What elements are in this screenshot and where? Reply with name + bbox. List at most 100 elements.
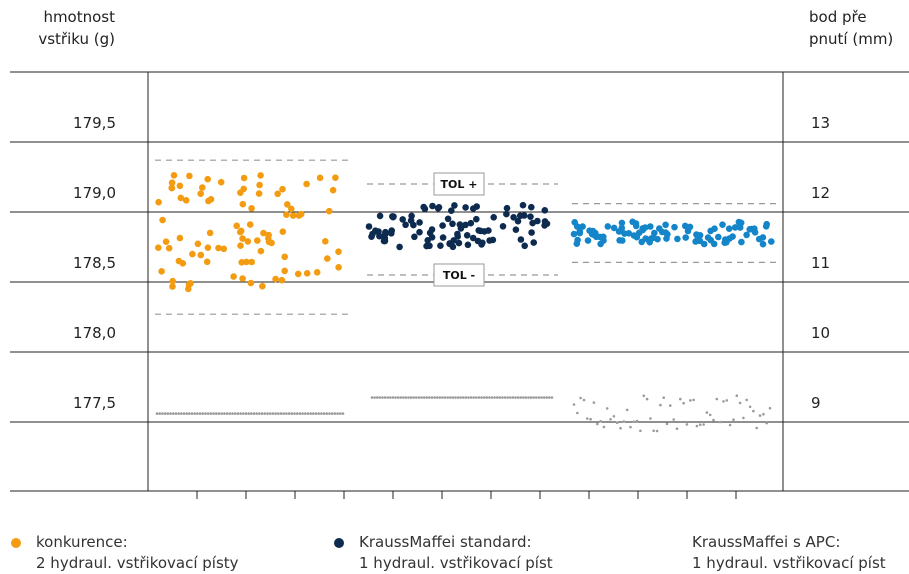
stroke-point — [182, 412, 186, 415]
data-point — [528, 229, 535, 236]
stroke-point — [501, 396, 504, 399]
stroke-point — [662, 396, 665, 400]
data-point — [731, 224, 739, 231]
stroke-point — [239, 412, 242, 415]
data-point — [203, 258, 211, 266]
stroke-point — [529, 396, 533, 399]
data-point — [584, 237, 592, 244]
stroke-point — [158, 412, 161, 415]
stroke-point — [745, 398, 748, 402]
data-point — [647, 223, 654, 230]
data-point — [455, 239, 463, 247]
data-point — [682, 234, 689, 241]
data-point — [512, 226, 520, 233]
legend-label: KraussMaffei s APC: — [692, 533, 841, 551]
data-point — [449, 220, 456, 228]
legend-item-km-standard: KraussMaffei standard: 1 hydraul. vstřik… — [334, 532, 553, 574]
stroke-point — [312, 412, 315, 415]
stroke-point — [341, 412, 345, 415]
stroke-point — [190, 412, 194, 415]
data-point — [519, 201, 527, 209]
stroke-point — [389, 396, 392, 399]
left-axis-title-line2: vstřiku (g) — [38, 30, 115, 48]
data-point — [281, 253, 289, 261]
data-point — [265, 231, 272, 239]
stroke-point — [511, 396, 515, 399]
stroke-point — [336, 412, 339, 415]
right-tick-label: 12 — [811, 184, 830, 202]
stroke-point — [765, 421, 768, 425]
data-point — [610, 224, 618, 232]
stroke-point — [422, 396, 426, 399]
data-point — [619, 237, 626, 244]
data-point — [467, 219, 475, 227]
legend-item-konkurence: konkurence: 2 hydraul. vstřikovací písty — [11, 532, 239, 574]
stroke-point — [609, 418, 612, 421]
stroke-point — [752, 409, 755, 413]
data-point — [449, 243, 457, 251]
stroke-point — [639, 429, 642, 433]
stroke-point — [225, 412, 229, 415]
data-point — [402, 221, 409, 229]
stroke-point — [456, 396, 460, 399]
stroke-point — [266, 412, 269, 415]
stroke-point — [188, 412, 191, 415]
data-point — [329, 186, 337, 194]
data-point — [255, 190, 263, 197]
data-point — [365, 223, 373, 230]
data-point — [759, 240, 767, 248]
data-point — [332, 174, 339, 181]
stroke-point — [228, 412, 232, 415]
stroke-point — [420, 396, 423, 399]
right-axis-title: bod pře pnutí (mm) — [809, 6, 909, 50]
data-point — [746, 226, 753, 233]
data-point — [204, 175, 211, 183]
data-point — [527, 213, 534, 220]
stroke-point — [682, 401, 685, 405]
data-point — [737, 219, 745, 227]
stroke-point — [404, 396, 408, 399]
stroke-point — [612, 415, 616, 418]
data-point — [570, 230, 578, 238]
stroke-point — [629, 425, 632, 429]
data-point — [303, 180, 310, 188]
stroke-point — [602, 425, 606, 429]
stroke-point — [550, 396, 554, 399]
data-point — [729, 233, 736, 240]
stroke-point — [375, 396, 379, 399]
data-point — [170, 172, 178, 179]
data-point — [454, 230, 461, 238]
stroke-point — [255, 412, 258, 415]
stroke-point — [402, 396, 405, 399]
data-point — [260, 229, 267, 237]
data-point — [399, 216, 407, 223]
stroke-point — [394, 396, 397, 399]
legend-item-km-apc: KraussMaffei s APC: 1 hydraul. vstřikova… — [692, 532, 909, 574]
stroke-point — [755, 426, 758, 430]
stroke-point — [201, 412, 205, 415]
data-point — [281, 267, 289, 275]
data-point — [715, 233, 722, 241]
legend-sublabel: 1 hydraul. vstřikovací píst — [692, 554, 886, 572]
data-point — [763, 220, 770, 228]
stroke-point — [645, 397, 649, 401]
data-point — [240, 174, 248, 182]
stroke-point — [212, 412, 215, 415]
legend-marker-navy — [334, 538, 344, 548]
data-point — [751, 229, 759, 236]
stroke-point — [485, 396, 489, 399]
stroke-point — [738, 401, 742, 405]
data-point — [239, 235, 246, 242]
data-point — [528, 203, 535, 211]
stroke-point — [679, 397, 682, 401]
data-point — [335, 264, 342, 271]
data-point — [248, 258, 255, 266]
stroke-point — [409, 396, 413, 399]
stroke-point — [451, 396, 455, 399]
data-point — [259, 282, 266, 290]
stroke-point — [659, 403, 662, 407]
legend-sublabel: 2 hydraul. vstřikovací písty — [36, 554, 239, 572]
stroke-point — [435, 396, 439, 399]
stroke-point — [495, 396, 499, 399]
stroke-point — [386, 396, 390, 399]
